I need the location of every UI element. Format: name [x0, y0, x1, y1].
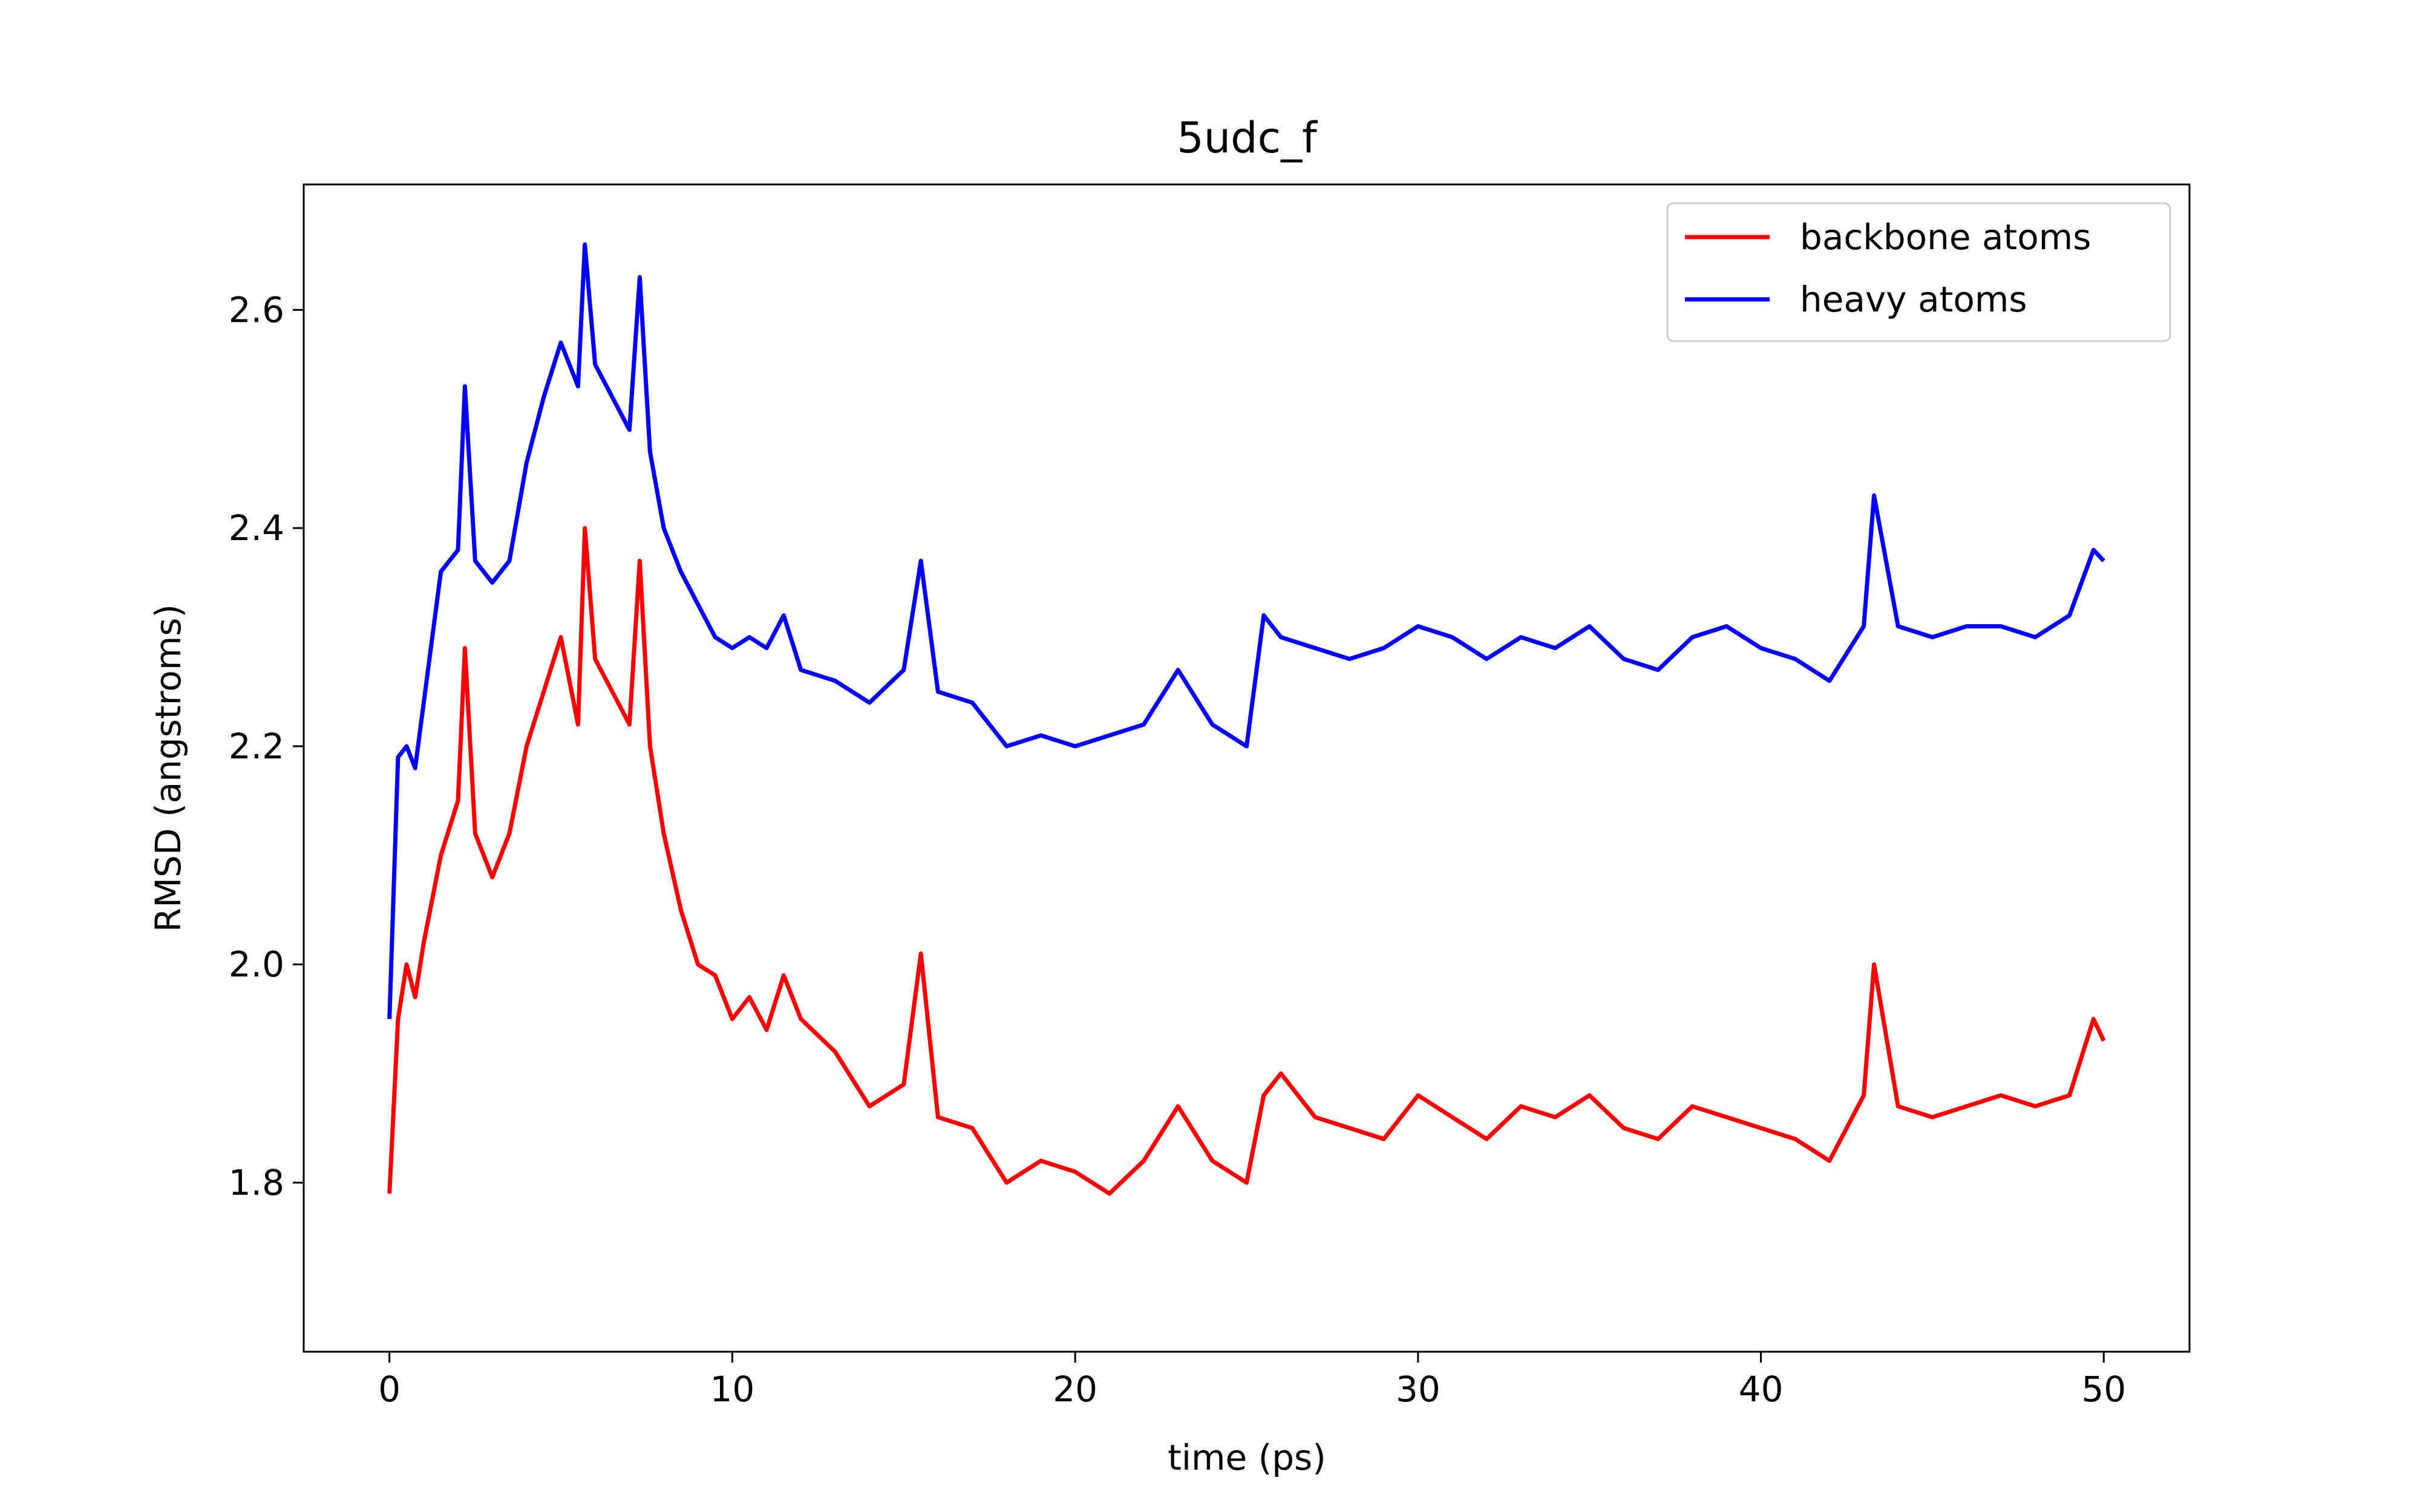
x-axis: 0 10 20 30 40 50	[378, 1352, 2126, 1410]
y-tick-label: 2.0	[229, 944, 284, 985]
plot-frame	[302, 183, 2191, 1353]
legend-box	[1666, 202, 2171, 342]
x-tick-label: 0	[378, 1369, 401, 1410]
plot-lines	[387, 242, 2106, 1196]
y-tick-label: 1.8	[229, 1162, 284, 1203]
x-axis-label: time (ps)	[1168, 1437, 1326, 1478]
y-axis-label: RMSD (angstroms)	[148, 604, 189, 932]
chart-title: 5udc_f	[1177, 113, 1318, 163]
y-tick-label: 2.2	[229, 726, 284, 767]
x-tick-label: 20	[1053, 1369, 1097, 1410]
y-tick-label: 2.6	[229, 289, 284, 330]
y-tick-label: 2.4	[229, 507, 284, 549]
series-line-backbone	[387, 526, 2106, 1196]
x-tick-label: 40	[1739, 1369, 1784, 1410]
series-line-heavy	[387, 242, 2105, 1020]
x-tick-label: 10	[710, 1369, 755, 1410]
legend: backbone atoms heavy atoms	[1666, 202, 2171, 342]
x-tick-label: 50	[2081, 1369, 2126, 1410]
legend-label-backbone: backbone atoms	[1800, 217, 2091, 258]
x-tick-label: 30	[1396, 1369, 1441, 1410]
legend-label-heavy: heavy atoms	[1800, 279, 2027, 320]
y-axis: 1.8 2.0 2.2 2.4 2.6	[229, 289, 304, 1203]
